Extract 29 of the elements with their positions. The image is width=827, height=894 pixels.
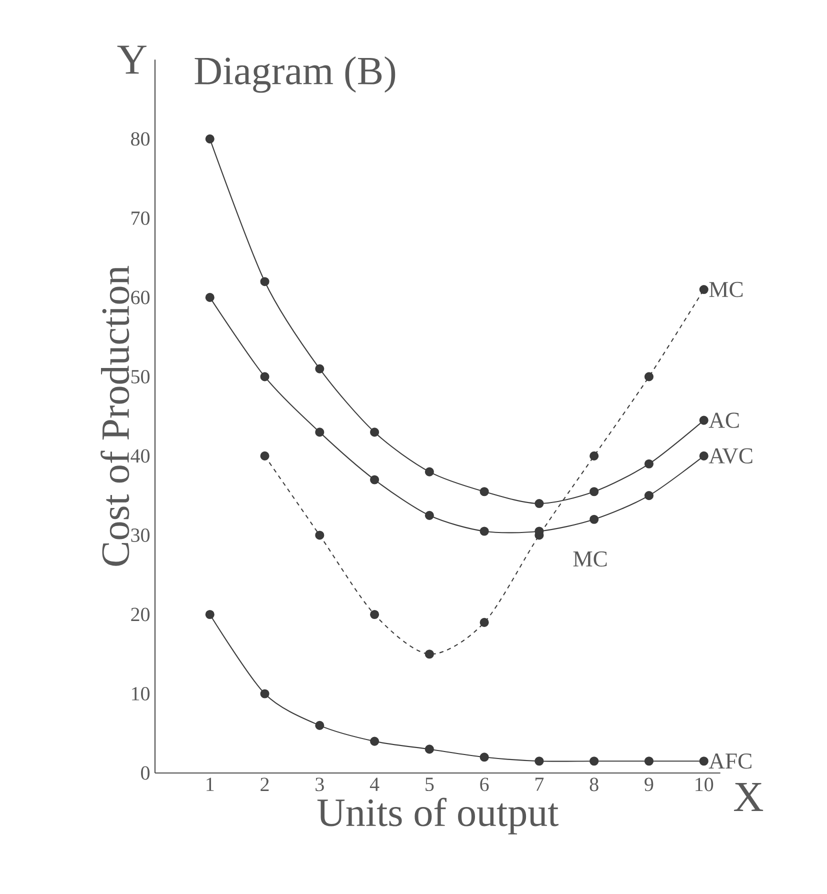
x-tick-label: 8 (590, 778, 598, 792)
x-tick-label: 4 (370, 778, 380, 791)
x-tick-label: 6 (480, 778, 489, 792)
x-tick-label: 10 (696, 778, 714, 792)
x-tick-label: 9 (644, 778, 654, 792)
y-tick-label: 10 (132, 686, 150, 700)
y-tick-label: 20 (131, 608, 150, 622)
y-tick-label: 60 (131, 290, 150, 304)
series-label: MC (709, 282, 743, 298)
x-tick-label: 3 (316, 778, 324, 792)
text: Y (117, 46, 147, 74)
y-tick-label: 80 (131, 132, 150, 146)
x-tick-label: 2 (260, 778, 269, 791)
annotation: MC (573, 551, 607, 567)
series-label: AVC (708, 448, 752, 464)
y-tick-label: 40 (130, 449, 150, 463)
y-tick-label: 50 (131, 370, 150, 384)
y-axis-title: Cost of Production (100, 266, 130, 566)
x-tick-label: 7 (536, 778, 544, 791)
y-tick-label: 0 (141, 766, 150, 780)
chart-title: Diagram (B) (194, 56, 396, 93)
y-tick-label: 70 (132, 211, 150, 225)
x-tick-label: 5 (426, 778, 434, 791)
x-tick-label: 1 (206, 778, 214, 791)
text: X (734, 783, 764, 811)
x-axis-title: Units of output (317, 798, 559, 834)
series-label: AC (708, 412, 739, 428)
y-tick-label: 30 (131, 528, 150, 542)
series-label: AFC (708, 753, 752, 769)
